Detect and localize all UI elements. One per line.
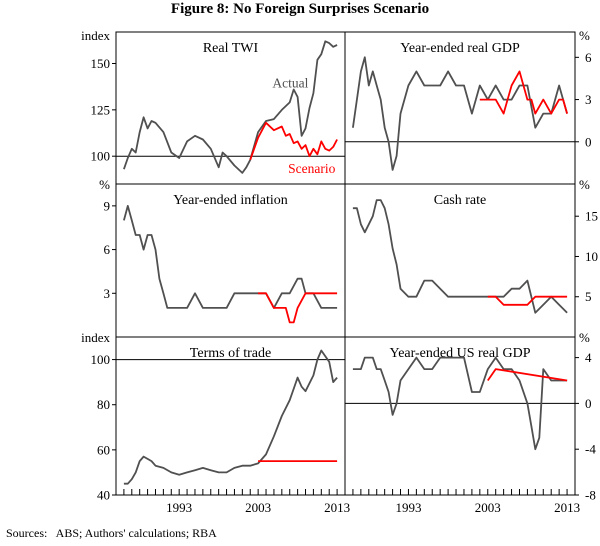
y-tick-label: 4 [585, 350, 592, 365]
y-tick-label: 6 [585, 50, 592, 65]
panel-title: Real TWI [203, 41, 259, 56]
y-tick-label: 100 [91, 352, 111, 367]
x-tick-label: 1993 [395, 500, 421, 515]
series-line-scenario [487, 295, 568, 306]
y-tick-label: 60 [97, 442, 110, 457]
panel-year-ended-us-real-gdp: -8 -4 0 4% Year-ended US real GDP [345, 330, 596, 503]
series-line-actual [123, 40, 338, 174]
unit-label: % [579, 28, 590, 43]
series-annotation: Actual [272, 76, 308, 91]
panel-title: Year-ended US real GDP [390, 346, 531, 361]
x-tick-label: 2003 [245, 500, 271, 515]
series-line-actual [352, 356, 568, 451]
x-tick-label: 2013 [324, 500, 350, 515]
series-line-actual [123, 204, 338, 309]
y-tick-label: 6 [104, 242, 111, 257]
series-annotation: Scenario [288, 161, 335, 176]
y-tick-label: 3 [585, 92, 592, 107]
unit-label: index [81, 28, 110, 43]
y-tick-label: 15 [585, 209, 598, 224]
sources-note: Sources: ABS; Authors' calculations; RBA [6, 526, 217, 540]
unit-label: % [579, 330, 590, 345]
y-tick-label: 150 [91, 56, 111, 71]
series-line-scenario [249, 121, 338, 161]
y-tick-label: 0 [585, 134, 592, 149]
series-line-scenario [258, 292, 338, 324]
x-tick-label: 1993 [166, 500, 192, 515]
y-tick-label: 80 [97, 397, 110, 412]
unit-label: index [81, 330, 110, 345]
y-tick-label: 100 [91, 149, 111, 164]
y-tick-label: 5 [585, 289, 592, 304]
panel-year-ended-real-gdp: 0 3 6% Year-ended real GDP [345, 28, 592, 171]
x-tick-label: 2013 [554, 500, 580, 515]
series-line-scenario [487, 368, 568, 382]
series-line-actual [123, 349, 338, 485]
panel-cash-rate: 5 10 15% Cash rate [352, 177, 598, 314]
figure-title: Figure 8: No Foreign Surprises Scenario [170, 1, 430, 17]
y-tick-label: 125 [91, 102, 111, 117]
y-tick-label: -4 [585, 442, 596, 457]
y-tick-label: 3 [104, 286, 111, 301]
x-tick-label: 2003 [475, 500, 501, 515]
series-line-actual [352, 199, 568, 314]
series-line-scenario [479, 70, 568, 115]
y-tick-label: 0 [585, 396, 592, 411]
panel-title: Year-ended inflation [173, 193, 288, 208]
panel-real-twi: 100 125 150 index Real TWI Actual Scenario [81, 28, 345, 176]
panel-frame: 1993 2003 2013 1993 2003 2013 [112, 31, 580, 515]
panel-terms-of-trade: 40 60 80 100 index Terms of trade [81, 330, 345, 503]
panel-title: Terms of trade [190, 346, 271, 361]
y-tick-label: 10 [585, 249, 598, 264]
unit-label: % [99, 177, 110, 192]
y-tick-label: -8 [585, 488, 596, 503]
panel-year-ended-inflation: 3 6 9% Year-ended inflation [99, 177, 338, 324]
y-tick-label: 40 [97, 488, 110, 503]
panel-title: Cash rate [434, 193, 486, 208]
y-tick-label: 9 [104, 198, 111, 213]
panel-title: Year-ended real GDP [400, 41, 520, 56]
unit-label: % [579, 177, 590, 192]
